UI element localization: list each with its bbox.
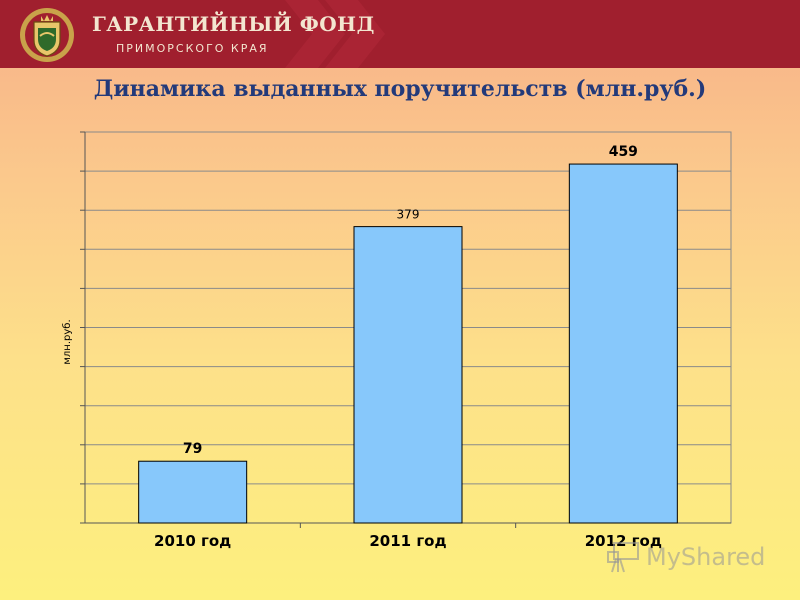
brand-subtitle: ПРИМОРСКОГО КРАЯ [116, 42, 269, 55]
presentation-board-icon [607, 542, 639, 573]
category-label: 2010 год [154, 532, 231, 550]
bar [568, 163, 678, 524]
category-labels: 2010 год 2011 год 2012 год [154, 532, 662, 550]
category-label: 2012 год [585, 532, 662, 550]
header-bar: ГАРАНТИЙНЫЙ ФОНД ПРИМОРСКОГО КРАЯ [0, 0, 800, 68]
watermark-text: MyShared [646, 543, 766, 571]
value-label: 79 [183, 441, 202, 457]
brand-title: ГАРАНТИЙНЫЙ ФОНД [92, 12, 375, 36]
watermark: MyShared [606, 540, 776, 574]
slide-title: Динамика выданных поручительств (млн.руб… [93, 76, 707, 102]
axis-ticks [80, 131, 517, 528]
coat-of-arms-icon [20, 8, 74, 62]
value-label: 459 [609, 144, 638, 160]
value-labels: 79 379 459 [183, 144, 638, 457]
bar [353, 226, 463, 524]
category-label: 2011 год [369, 532, 446, 550]
value-label: 379 [397, 208, 420, 222]
bar [138, 460, 248, 524]
y-axis-label: млн.руб. [62, 319, 73, 364]
bars [138, 163, 678, 524]
